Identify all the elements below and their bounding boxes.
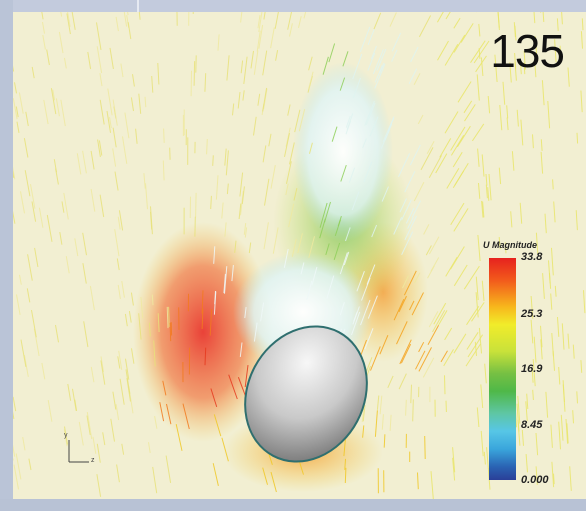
wake-plume xyxy=(293,62,393,242)
axis-label-y: y xyxy=(64,432,68,439)
left-frame-strip xyxy=(0,0,13,511)
top-frame-divider xyxy=(137,0,139,12)
top-frame-strip xyxy=(0,0,586,12)
legend-tick-max: 33.8 xyxy=(521,251,543,263)
legend-title: U Magnitude xyxy=(483,240,537,250)
legend-tick-3: 16.9 xyxy=(521,363,543,375)
legend-tick-4: 8.45 xyxy=(521,419,543,431)
cylinder-body xyxy=(244,325,368,463)
flow-visualization: 135 U Magnitude 33.8 25.3 16.9 8.45 0.00… xyxy=(13,12,586,499)
legend-colorbar xyxy=(489,258,516,480)
axis-triad xyxy=(68,440,89,463)
bottom-frame-strip xyxy=(0,499,586,511)
legend-tick-2: 25.3 xyxy=(521,308,543,320)
frame-number: 135 xyxy=(490,25,565,77)
legend-tick-min: 0.000 xyxy=(521,474,549,486)
high-velocity-region xyxy=(133,222,273,442)
streamline-field xyxy=(13,12,586,499)
axis-label-z: z xyxy=(91,457,95,464)
